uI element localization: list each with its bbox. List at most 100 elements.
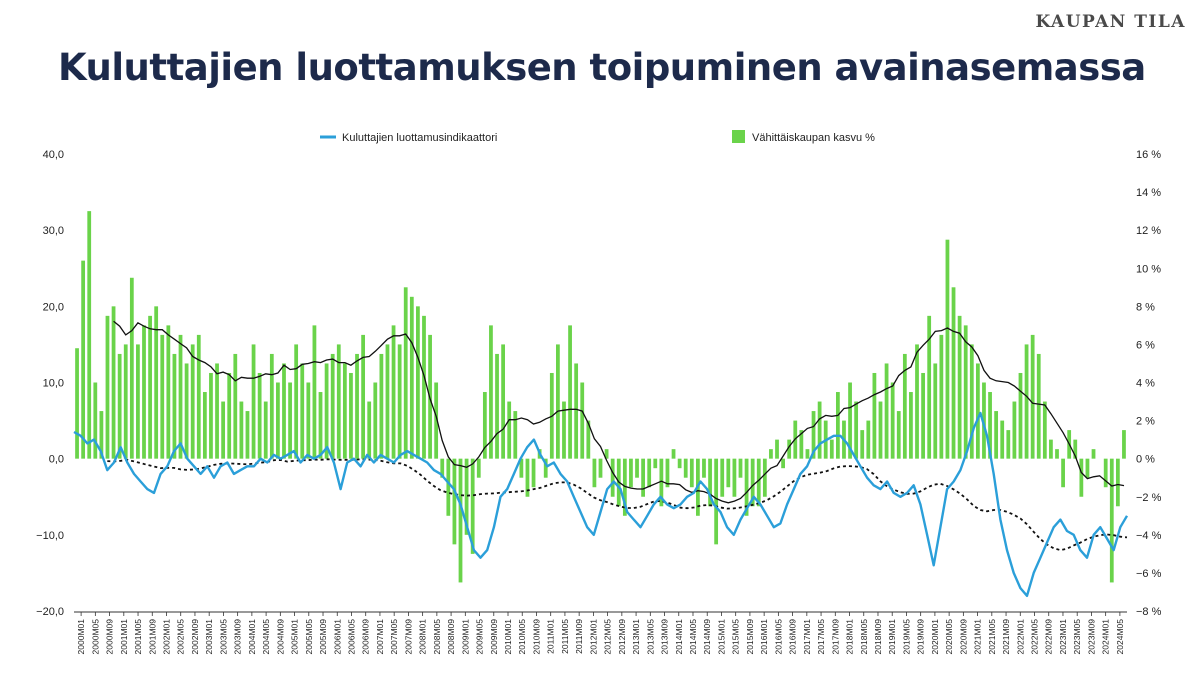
x-axis-tick: 2012M01 [588, 619, 598, 655]
retail-bar [99, 411, 104, 459]
retail-bar [111, 306, 116, 459]
retail-bar [349, 372, 353, 459]
retail-bar [732, 458, 737, 497]
retail-bar [196, 334, 201, 459]
left-axis: −20,0 −10,0 0,0 10,0 20,0 30,0 40,0 [36, 149, 64, 618]
retail-bar [769, 449, 773, 459]
x-axis-tick: 2007M05 [389, 619, 399, 655]
x-axis-tick: 2014M05 [688, 619, 698, 655]
retail-bar [714, 458, 719, 545]
right-axis-tick: 16 % [1136, 149, 1161, 161]
x-axis-tick: 2022M01 [1015, 619, 1025, 655]
retail-bar [202, 392, 207, 459]
x-axis-tick: 2010M05 [517, 619, 527, 655]
retail-bar [574, 363, 579, 459]
retail-bar [166, 325, 171, 459]
retail-bar [683, 458, 688, 478]
retail-bar [379, 353, 384, 459]
retail-growth-bars [75, 211, 1126, 583]
retail-bar [482, 392, 487, 459]
x-axis-tick: 2018M09 [873, 619, 883, 655]
retail-bar [854, 401, 859, 459]
retail-bar [702, 458, 706, 478]
legend: Kuluttajien luottamusindikaattori Vähitt… [320, 130, 875, 144]
retail-bar [172, 353, 177, 459]
x-axis-tick: 2022M09 [1044, 619, 1054, 655]
retail-bar [507, 401, 512, 459]
retail-bar [975, 363, 980, 459]
retail-bar [1006, 430, 1011, 459]
x-axis-tick: 2019M01 [887, 619, 897, 655]
retail-bar [318, 392, 323, 459]
x-axis-tick: 2007M09 [403, 619, 413, 655]
retail-bar [982, 382, 986, 459]
retail-bar [373, 382, 378, 459]
brand-wordmark: KAUPAN TILA [1035, 12, 1186, 32]
x-axis-tick: 2015M09 [745, 619, 755, 655]
x-axis-tick: 2001M01 [119, 619, 129, 655]
retail-bar [909, 392, 913, 459]
retail-bar [257, 372, 262, 459]
left-axis-tick: −10,0 [36, 530, 64, 542]
retail-bar [708, 458, 712, 507]
retail-bar [988, 392, 992, 459]
x-axis-tick: 2013M05 [645, 619, 655, 655]
retail-bar [835, 392, 840, 459]
retail-bar [87, 211, 92, 459]
retail-bar [689, 458, 694, 488]
retail-bar [921, 372, 925, 459]
x-axis-tick: 2016M05 [773, 619, 783, 655]
retail-bar [756, 458, 761, 507]
x-axis-tick: 2011M09 [574, 619, 584, 654]
retail-bar [878, 401, 883, 459]
retail-bar [1103, 458, 1108, 488]
x-axis-tick: 2023M05 [1072, 619, 1082, 655]
right-axis-tick: 8 % [1136, 301, 1155, 313]
retail-bar [781, 458, 785, 469]
retail-bar [142, 325, 146, 459]
retail-bar [178, 334, 183, 459]
retail-bar [994, 411, 999, 459]
retail-bar [1079, 458, 1084, 497]
retail-bar [531, 458, 536, 488]
retail-bar [665, 458, 670, 488]
retail-bar [160, 334, 165, 459]
x-axis-tick: 2003M05 [218, 619, 228, 655]
left-axis-tick: −20,0 [36, 606, 64, 618]
retail-bar [75, 348, 79, 459]
retail-bar [525, 458, 530, 497]
retail-bar [300, 363, 305, 459]
retail-bar [848, 382, 852, 459]
x-axis-tick: 2020M05 [944, 619, 954, 655]
right-axis-tick: 14 % [1136, 187, 1161, 199]
retail-bar [251, 344, 256, 459]
retail-bar [105, 315, 110, 459]
retail-bar [1085, 458, 1090, 478]
x-axis-tick: 2000M09 [105, 619, 115, 655]
x-axis-tick: 2009M01 [460, 619, 470, 655]
retail-bar [288, 382, 292, 459]
retail-bar [1109, 458, 1114, 583]
retail-bar [440, 458, 445, 478]
retail-bar [397, 344, 402, 459]
x-axis-tick: 2006M05 [346, 619, 356, 655]
retail-bar [148, 315, 152, 459]
retail-bar [568, 325, 572, 459]
x-axis-tick: 2013M09 [660, 619, 670, 655]
retail-bar [117, 353, 122, 459]
retail-bar [495, 353, 499, 459]
right-axis-tick: −6 % [1136, 568, 1162, 580]
retail-bar [239, 401, 244, 459]
retail-bar [1036, 353, 1041, 459]
retail-bar [933, 363, 938, 459]
retail-bar [501, 344, 505, 459]
retail-bar [276, 382, 280, 459]
retail-bar [799, 430, 804, 459]
retail-bar [403, 287, 408, 459]
retail-bar [647, 458, 652, 488]
retail-bar [294, 344, 299, 459]
x-axis-tick: 2009M05 [475, 619, 485, 655]
x-axis-tick: 2022M05 [1030, 619, 1040, 655]
x-axis-tick: 2020M01 [930, 619, 940, 655]
